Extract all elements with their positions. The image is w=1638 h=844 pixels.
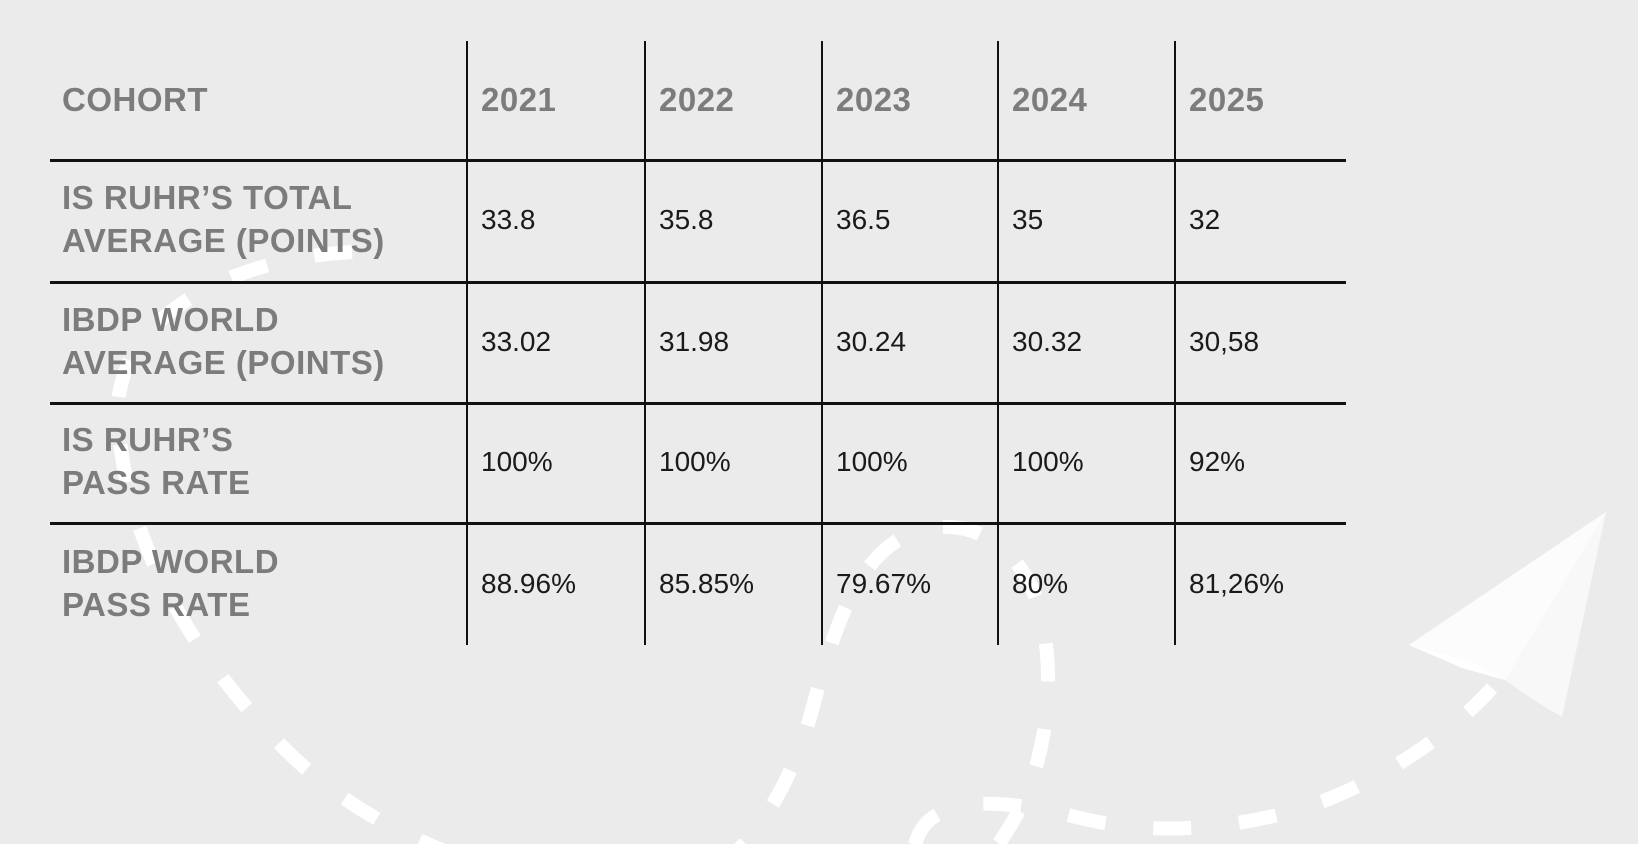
cell-world-average-2022: 31.98: [659, 325, 730, 357]
header-year-2024: 2024: [1012, 80, 1088, 118]
cell-world-average-2025: 30,58: [1189, 325, 1260, 357]
cell-is-ruhr-average-2025: 32: [1189, 204, 1221, 235]
row-label-is-ruhr-total-average: IS RUHR’S TOTAL AVERAGE (POINTS): [62, 179, 385, 259]
paper-plane-icon: [1409, 512, 1606, 717]
cell-is-ruhr-average-2024: 35: [1012, 204, 1044, 235]
cell-world-pass-2021: 88.96%: [481, 567, 576, 599]
table-vertical-line-4: [997, 41, 999, 645]
table-vertical-line-2: [644, 41, 646, 645]
cell-is-ruhr-average-2021: 33.8: [481, 204, 536, 235]
table-vertical-line-3: [821, 41, 823, 645]
cell-is-ruhr-average-2022: 35.8: [659, 204, 714, 235]
table-horizontal-line-1: [50, 159, 1346, 162]
cell-is-ruhr-pass-2024: 100%: [1012, 446, 1084, 477]
cell-world-average-2024: 30.32: [1012, 325, 1083, 357]
row-label-is-ruhr-pass-rate: IS RUHR’S PASS RATE: [62, 421, 251, 501]
header-year-2021: 2021: [481, 80, 557, 118]
table-horizontal-line-4: [50, 522, 1346, 525]
cell-is-ruhr-pass-2023: 100%: [836, 446, 908, 477]
header-year-2025: 2025: [1189, 80, 1265, 118]
results-table: COHORT 2021 2022 2023 2024 2025 IS RUHR’…: [50, 41, 1346, 645]
cell-is-ruhr-average-2023: 36.5: [836, 204, 891, 235]
header-cohort-label: COHORT: [62, 80, 208, 118]
table-horizontal-line-2: [50, 281, 1346, 284]
table-vertical-line-1: [466, 41, 468, 645]
row-label-ibdp-world-average: IBDP WORLD AVERAGE (POINTS): [62, 300, 385, 381]
cell-is-ruhr-pass-2021: 100%: [481, 446, 553, 477]
row-label-ibdp-world-pass-rate: IBDP WORLD PASS RATE: [62, 542, 280, 623]
table-horizontal-line-3: [50, 402, 1346, 405]
cell-is-ruhr-pass-2025: 92%: [1189, 446, 1246, 477]
cell-world-pass-2023: 79.67%: [836, 567, 931, 599]
cell-world-pass-2025: 81,26%: [1189, 567, 1284, 599]
cell-is-ruhr-pass-2022: 100%: [659, 446, 731, 477]
table-vertical-line-5: [1174, 41, 1176, 645]
cell-world-average-2021: 33.02: [481, 325, 552, 357]
cell-world-average-2023: 30.24: [836, 325, 907, 357]
header-year-2023: 2023: [836, 80, 912, 118]
header-year-2022: 2022: [659, 80, 735, 118]
cell-world-pass-2024: 80%: [1012, 567, 1069, 599]
header-cohort: COHORT: [50, 41, 466, 159]
cell-world-pass-2022: 85.85%: [659, 567, 754, 599]
